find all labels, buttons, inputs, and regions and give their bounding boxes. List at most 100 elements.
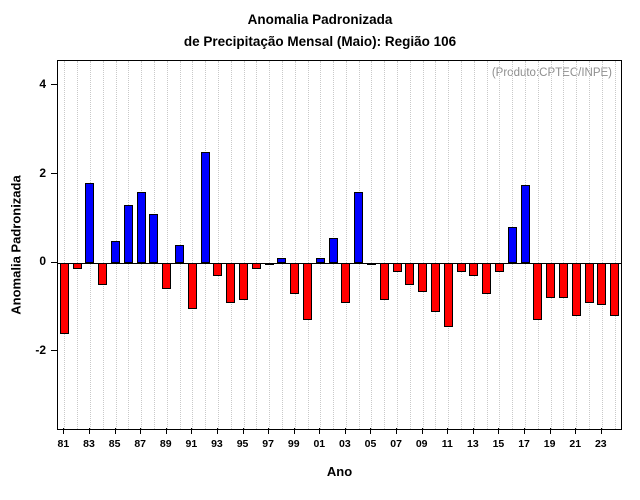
x-tick: [242, 428, 244, 434]
gridline: [601, 61, 603, 429]
chart-title-line1: Anomalia Padronizada: [247, 12, 393, 27]
plot-area: (Produto:CPTEC/INPE): [57, 60, 622, 430]
x-tick-label: 95: [236, 438, 249, 450]
bar-2016: [507, 227, 517, 263]
bar-1988: [149, 213, 159, 263]
x-tick-label: 09: [415, 438, 428, 450]
gridline: [576, 61, 578, 429]
bar-1997: [264, 262, 274, 265]
x-tick-label: 97: [262, 438, 274, 450]
bar-2006: [379, 262, 389, 301]
x-tick-label: 99: [287, 438, 300, 450]
bar-2009: [418, 262, 428, 292]
x-tick-label: 05: [364, 438, 377, 450]
x-tick: [88, 428, 90, 434]
gridline: [435, 61, 437, 429]
zero-axis-line: [58, 262, 621, 264]
gridline: [473, 61, 475, 429]
bar-1986: [123, 205, 133, 263]
x-tick: [140, 428, 142, 434]
x-tick-label: 15: [492, 438, 505, 450]
bar-2024: [610, 262, 620, 316]
bar-2003: [341, 262, 351, 303]
x-tick: [268, 428, 270, 434]
x-tick-label: 01: [313, 438, 326, 450]
gridline: [269, 61, 271, 429]
y-tick-label: 4: [39, 76, 46, 91]
x-tick: [370, 428, 372, 434]
bar-2000: [303, 262, 312, 321]
bar-1990: [175, 245, 185, 263]
x-tick-label: 11: [441, 438, 453, 450]
gridline: [230, 61, 232, 429]
x-tick: [216, 428, 218, 434]
y-tick: [51, 84, 57, 86]
bar-1982: [72, 262, 82, 270]
bar-1984: [98, 262, 108, 285]
gridline: [294, 61, 296, 429]
x-tick-label: 03: [339, 438, 351, 450]
bar-2023: [597, 262, 607, 305]
chart-title: Anomalia Padronizada de Precipitação Men…: [0, 9, 640, 52]
gridline: [217, 61, 219, 429]
gridline: [256, 61, 258, 429]
x-tick: [396, 428, 398, 434]
bar-2010: [430, 262, 440, 312]
gridline: [486, 61, 488, 429]
x-tick-label: 13: [467, 438, 479, 450]
x-tick-label: 83: [83, 438, 95, 450]
bar-1981: [59, 262, 69, 334]
bar-2007: [392, 262, 402, 272]
y-axis-label: Anomalia Padronizada: [8, 175, 24, 315]
x-tick-label: 23: [594, 438, 607, 450]
y-tick: [51, 173, 57, 175]
x-tick: [293, 428, 295, 434]
x-tick: [191, 428, 193, 434]
bar-2002: [328, 238, 338, 263]
x-tick-label: 85: [108, 438, 121, 450]
gridline: [166, 61, 168, 429]
gridline: [320, 61, 322, 429]
x-tick-label: 93: [211, 438, 223, 450]
gridline: [537, 61, 539, 429]
bar-2005: [366, 262, 376, 265]
bar-2021: [571, 262, 581, 316]
bar-1996: [251, 262, 261, 270]
gridline: [409, 61, 411, 429]
x-tick-label: 91: [185, 438, 198, 450]
x-tick-label: 87: [134, 438, 146, 450]
x-tick: [447, 428, 449, 434]
bar-2022: [584, 262, 594, 303]
x-tick-label: 81: [57, 438, 70, 450]
y-tick: [51, 261, 57, 263]
source-annotation: (Produto:CPTEC/INPE): [491, 67, 612, 79]
bar-2019: [546, 262, 556, 299]
bar-2012: [456, 262, 466, 272]
y-tick-label: -2: [35, 342, 46, 357]
chart-title-line2: de Precipitação Mensal (Maio): Região 10…: [183, 33, 457, 49]
x-tick: [498, 428, 500, 434]
gridline: [281, 61, 283, 429]
bar-1999: [290, 262, 300, 294]
gridline: [371, 61, 373, 429]
bar-1989: [162, 262, 172, 290]
x-tick: [421, 428, 423, 434]
x-tick-label: 17: [518, 438, 530, 450]
gridline: [448, 61, 450, 429]
gridline: [192, 61, 194, 429]
gridline: [77, 61, 79, 429]
bar-1991: [187, 262, 197, 310]
gridline: [345, 61, 347, 429]
x-tick: [524, 428, 526, 434]
gridline: [461, 61, 463, 429]
x-tick: [319, 428, 321, 434]
x-tick: [63, 428, 65, 434]
gridline: [614, 61, 616, 429]
gridline: [307, 61, 309, 429]
x-tick: [472, 428, 474, 434]
bar-1994: [226, 262, 236, 303]
x-tick: [114, 428, 116, 434]
gridline: [243, 61, 245, 429]
bar-2017: [520, 185, 530, 263]
